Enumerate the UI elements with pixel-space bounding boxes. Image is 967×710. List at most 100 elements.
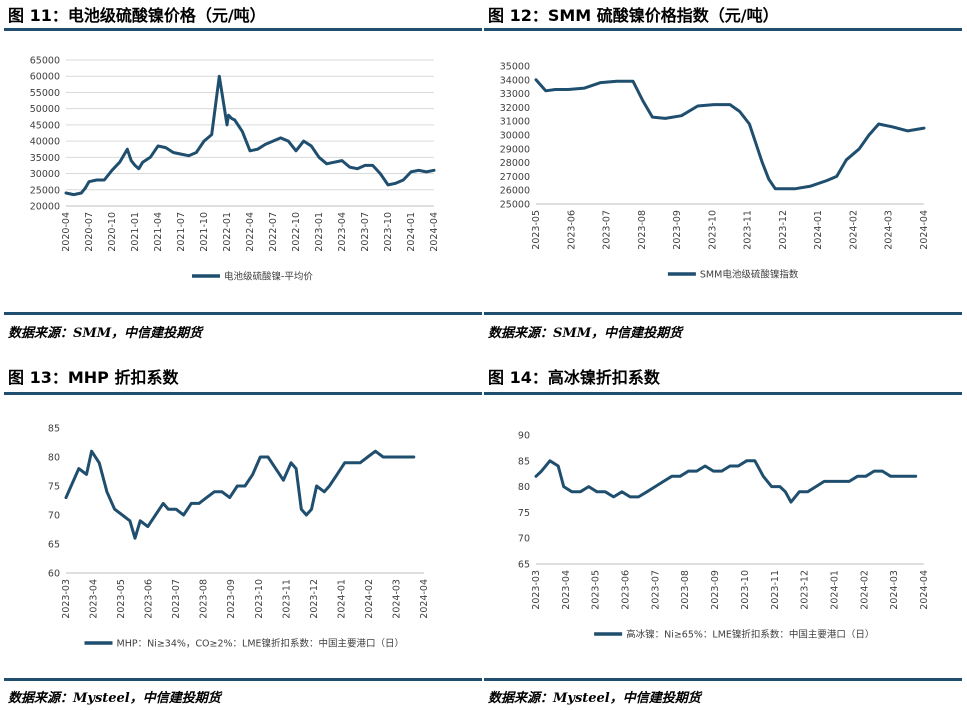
x-tick-label: 2023-04: [337, 212, 348, 252]
x-tick-label: 2023-09: [710, 570, 721, 610]
series-line: [64, 449, 416, 540]
figure-12-panel: 图 12：SMM 硫酸镍价格指数（元/吨） 25000 26000 27000 280…: [484, 0, 962, 352]
y-tick-label: 70: [518, 534, 530, 545]
figure-11-bottom-rule: [4, 312, 482, 315]
x-tick-label: 2020-10: [107, 212, 118, 252]
x-tick-label: 2023-06: [621, 570, 632, 610]
figure-13-source: 数据来源：Mysteel，中信建投期货: [8, 691, 221, 706]
y-tick-label: 55000: [30, 88, 60, 99]
y-tick-label: 32000: [500, 103, 530, 114]
y-tick-label: 40000: [30, 137, 60, 148]
x-tick-label: 2023-04: [89, 579, 100, 619]
x-tick-label: 2023-03: [61, 579, 72, 619]
legend-label: 高冰镍：Ni≥65%：LME镍折扣系数：中国主要港口（日）: [626, 629, 874, 641]
y-tick-label: 60000: [30, 72, 60, 83]
x-tick-label: 2023-11: [743, 210, 754, 250]
x-tick-label: 2024-03: [889, 570, 900, 610]
y-tick-label: 85: [48, 424, 60, 435]
x-tick-label: 2023-07: [650, 570, 661, 610]
x-tick-label: 2024-04: [919, 210, 930, 250]
figure-14-source: 数据来源：Mysteel，中信建投期货: [488, 691, 701, 706]
x-tick-label: 2023-07: [602, 210, 613, 250]
x-tick-label: 2024-01: [406, 212, 417, 252]
figure-13-title: 图 13：MHP 折扣系数: [8, 368, 179, 387]
x-tick-label: 2020-04: [61, 212, 72, 252]
figure-12-top-rule: [484, 28, 962, 31]
figure-11-source: 数据来源：SMM，中信建投期货: [8, 326, 203, 341]
figure-13-top-rule: [4, 392, 482, 395]
y-tick-label: 20000: [30, 202, 60, 213]
x-tick-label: 2024-01: [829, 570, 840, 610]
x-tick-label: 2024-02: [364, 579, 375, 619]
x-tick-label: 2023-07: [171, 579, 182, 619]
x-tick-label: 2023-08: [637, 210, 648, 250]
x-tick-label: 2023-11: [770, 570, 781, 610]
x-tick-label: 2023-04: [561, 570, 572, 610]
x-tick-label: 2023-10: [254, 579, 265, 619]
figure-14-title: 图 14：高冰镍折扣系数: [488, 368, 660, 387]
x-tick-label: 2022-07: [268, 212, 279, 252]
x-tick-label: 2024-02: [848, 210, 859, 250]
y-tick-label: 30000: [30, 169, 60, 180]
figure-12-bottom-rule: [484, 312, 962, 315]
figure-11-chart: 20000 25000 30000 35000 40000 45000 50000 55000…: [30, 56, 440, 283]
y-tick-label: 80: [48, 453, 60, 464]
x-tick-label: 2023-03: [531, 570, 542, 610]
legend-label: MHP：Ni≥34%，CO≥2%：LME镍折扣系数：中国主要港口（日）: [117, 638, 405, 650]
y-tick-label: 31000: [500, 117, 530, 128]
x-tick-label: 2023-09: [672, 210, 683, 250]
figure-14-panel: 图 14：高冰镍折扣系数 65 70 75 80 85 90 2023-03 2023-04 2…: [484, 362, 962, 708]
y-tick-label: 75: [48, 482, 60, 493]
x-tick-label: 2023-12: [309, 579, 320, 619]
x-tick-label: 2023-09: [226, 579, 237, 619]
legend-label: SMM电池级硫酸镍指数: [700, 269, 799, 281]
x-tick-label: 2024-04: [419, 579, 430, 619]
y-tick-label: 26000: [500, 186, 530, 197]
x-tick-label: 2023-12: [800, 570, 811, 610]
y-tick-label: 34000: [500, 75, 530, 86]
y-tick-label: 35000: [500, 62, 530, 73]
x-tick-label: 2024-04: [919, 570, 930, 610]
x-tick-label: 2023-10: [383, 212, 394, 252]
y-tick-label: 85: [518, 456, 530, 467]
y-tick-label: 28000: [500, 158, 530, 169]
y-tick-label: 25000: [500, 200, 530, 211]
figure-11-title: 图 11：电池级硫酸镍价格（元/吨）: [8, 6, 266, 25]
x-tick-label: 2021-01: [130, 212, 141, 252]
y-tick-label: 30000: [500, 131, 530, 142]
x-tick-label: 2023-07: [360, 212, 371, 252]
x-tick-label: 2023-10: [740, 570, 751, 610]
x-tick-label: 2022-04: [245, 212, 256, 252]
x-tick-label: 2021-04: [153, 212, 164, 252]
figure-12-chart: 25000 26000 27000 28000 29000 30000 31000 32000…: [500, 62, 930, 281]
series-line: [64, 74, 436, 197]
x-tick-label: 2023-08: [680, 570, 691, 610]
series-line: [534, 459, 918, 504]
x-tick-label: 2021-07: [176, 212, 187, 252]
y-tick-label: 33000: [500, 89, 530, 100]
x-tick-label: 2024-04: [429, 212, 440, 252]
figure-12-title: 图 12：SMM 硫酸镍价格指数（元/吨）: [488, 6, 779, 25]
figure-12-source: 数据来源：SMM，中信建投期货: [488, 326, 683, 341]
y-tick-label: 90: [518, 431, 530, 442]
x-tick-label: 2023-05: [591, 570, 602, 610]
x-tick-label: 2023-10: [707, 210, 718, 250]
x-tick-label: 2024-03: [884, 210, 895, 250]
y-tick-label: 45000: [30, 120, 60, 131]
figure-11-panel: 图 11：电池级硫酸镍价格（元/吨） 20000 25000 30000 35000 4…: [4, 0, 482, 352]
y-tick-label: 29000: [500, 144, 530, 155]
y-tick-label: 65000: [30, 56, 60, 67]
figure-13-bottom-rule: [4, 678, 482, 681]
x-tick-label: 2023-06: [144, 579, 155, 619]
y-tick-label: 25000: [30, 185, 60, 196]
y-tick-label: 80: [518, 482, 530, 493]
figure-14-bottom-rule: [484, 678, 962, 681]
y-tick-label: 60: [48, 569, 60, 580]
x-tick-label: 2022-10: [291, 212, 302, 252]
figure-13-panel: 图 13：MHP 折扣系数 60 65 70 75 80 85 2023-03 2023-04…: [4, 362, 482, 708]
x-tick-label: 2024-03: [391, 579, 402, 619]
x-tick-label: 2023-01: [314, 212, 325, 252]
x-tick-label: 2023-11: [281, 579, 292, 619]
series-line: [534, 78, 926, 191]
figure-14-top-rule: [484, 392, 962, 395]
